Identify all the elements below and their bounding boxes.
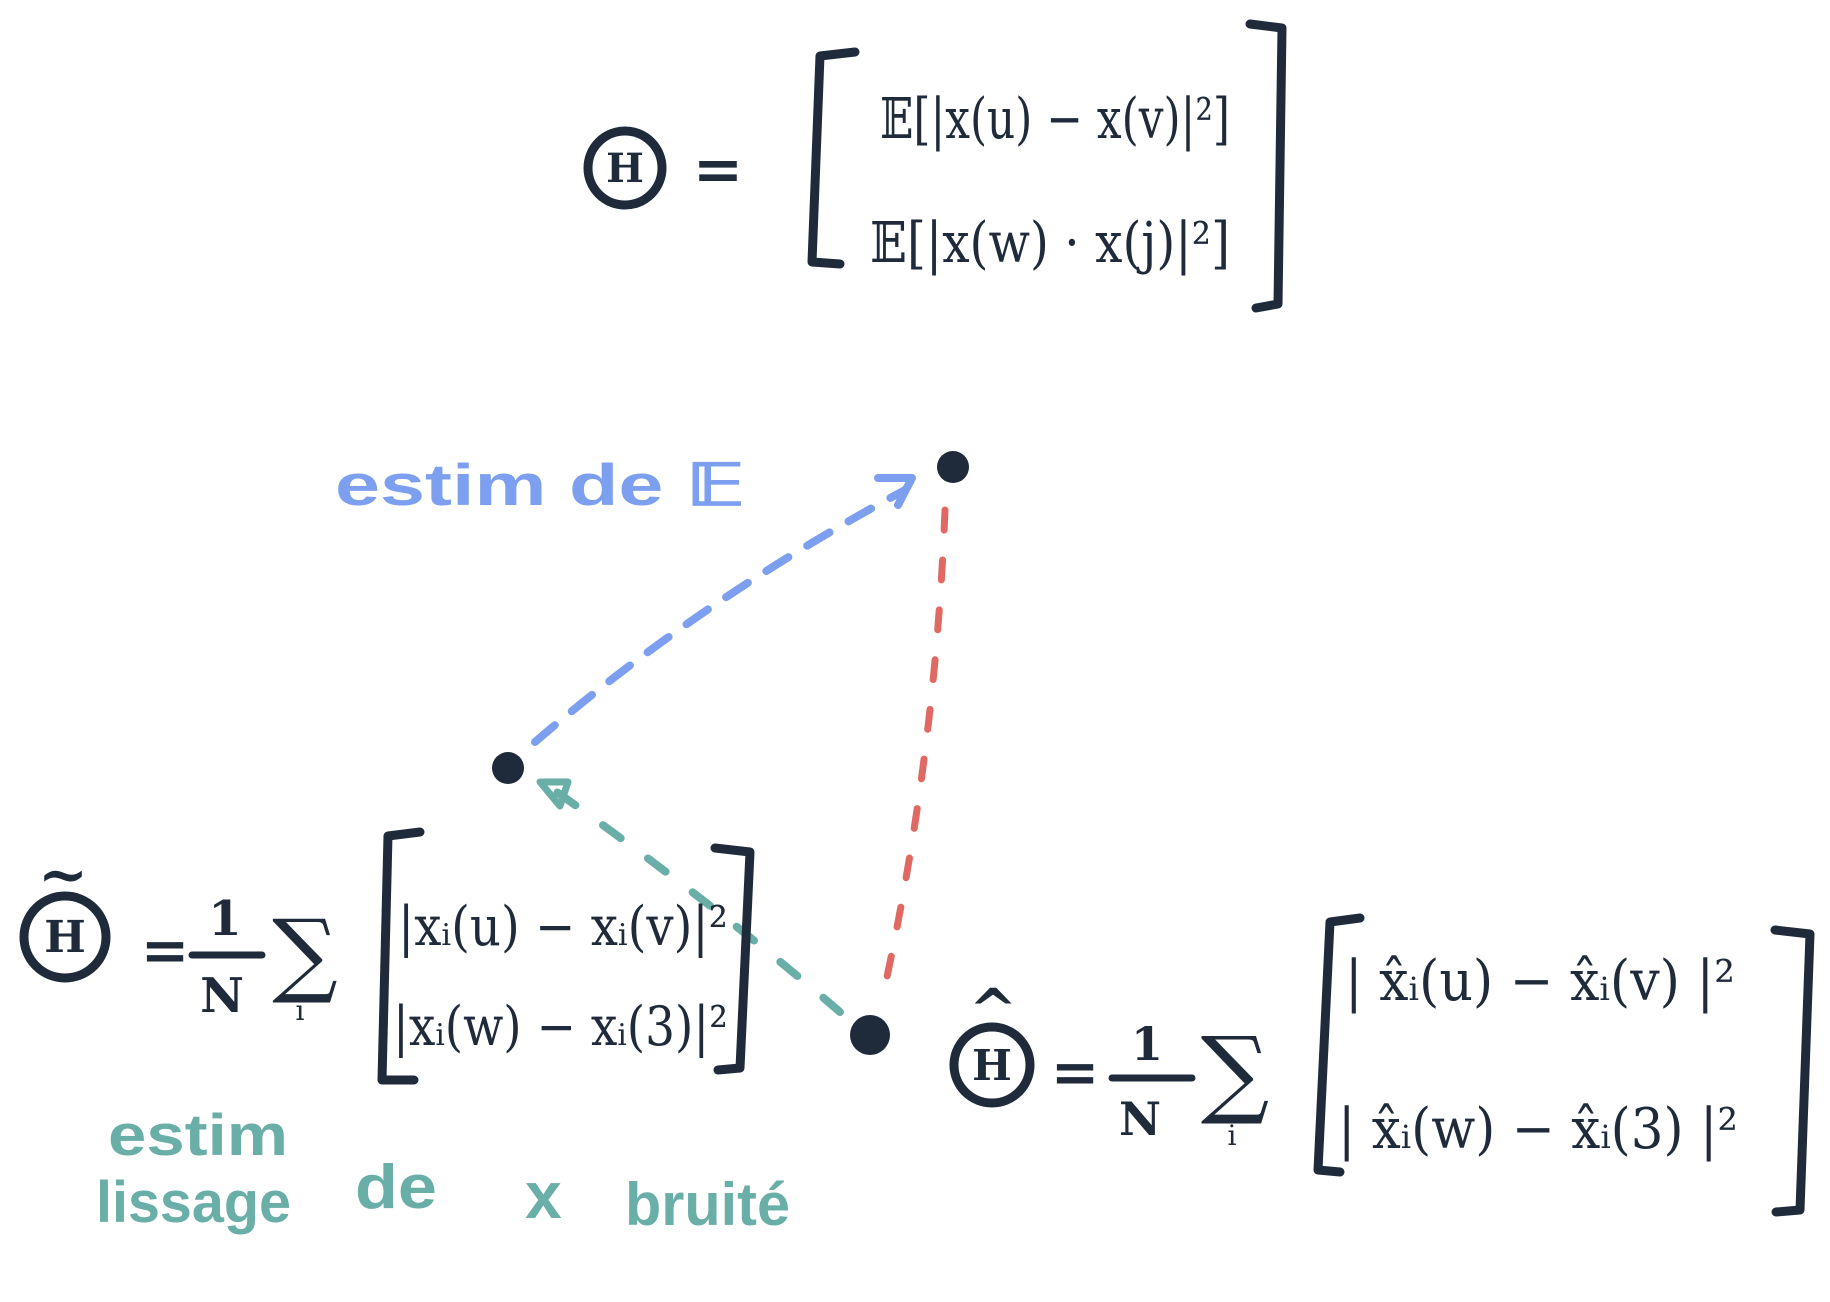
top-left-bracket (807, 47, 860, 269)
hat-row-2: | x̂ᵢ(w) − x̂ᵢ(3) |² (1338, 1097, 1738, 1162)
hat-sigma: ∑ (1201, 1016, 1270, 1128)
hat-theta-circle (949, 1022, 1035, 1108)
theta-symbol: H (606, 145, 644, 192)
tilde-sigma-sub: i (296, 994, 305, 1027)
point-tilde-estimate (492, 752, 524, 784)
hat-frac-num: 1 (1131, 1017, 1163, 1071)
red-dashed-line (878, 506, 949, 1004)
top-right-bracket (1245, 19, 1287, 313)
top-row-2: 𝔼[|x(w) · x(j)|²] (870, 211, 1230, 276)
hat-row-1: | x̂ᵢ(u) − x̂ᵢ(v) |² (1345, 949, 1735, 1014)
top-equals: = (693, 135, 743, 205)
theta-circle (583, 126, 667, 210)
tilde-left-bracket (377, 827, 425, 1085)
teal-lissage: lissage (96, 1170, 291, 1235)
tilde-right-bracket (710, 843, 755, 1075)
hat-theta-symbol: H (972, 1041, 1012, 1090)
tilde-theta-symbol: H (44, 912, 86, 963)
teal-x: x (525, 1158, 562, 1232)
tilde-equation: ~ H = 1 N ∑ i |xᵢ(u) − xᵢ(v)|² |xᵢ(w) − … (19, 827, 755, 1085)
teal-annotation: estim lissage de x bruité (96, 1103, 790, 1238)
top-row-1: 𝔼[|x(u) − x(v)|²] (880, 87, 1230, 152)
hat-left-bracket (1313, 913, 1365, 1177)
point-hat-estimate (850, 1015, 890, 1055)
hat-equals: = (1051, 1038, 1100, 1106)
hat-right-bracket (1770, 925, 1815, 1217)
hat-equation: ^ H = 1 N ∑ i | x̂ᵢ(u) − x̂ᵢ(v) |² | x̂ᵢ… (949, 913, 1815, 1217)
blue-annotation: estim de 𝔼 (335, 453, 745, 518)
teal-bruite: bruité (625, 1171, 790, 1238)
blue-arrow (531, 474, 916, 746)
hat-sigma-sub: i (1228, 1119, 1237, 1152)
point-expectation (937, 451, 969, 483)
teal-arrow (536, 776, 844, 1016)
tilde-row-1: |xᵢ(u) − xᵢ(v)|² (398, 895, 728, 958)
tilde-equals: = (141, 916, 190, 984)
tilde-theta-circle (19, 891, 111, 983)
tilde-sigma: ∑ (272, 900, 338, 1007)
hat-frac-den: N (1119, 1092, 1161, 1146)
teal-de: de (355, 1153, 437, 1222)
top-equation: H = 𝔼[|x(u) − x(v)|²] 𝔼[|x(w) · x(j)|²] (583, 19, 1287, 313)
teal-estim: estim (108, 1103, 288, 1168)
tilde-row-2: |xᵢ(w) − xᵢ(3)|² (393, 995, 728, 1058)
tilde-frac-den: N (200, 968, 244, 1024)
tilde-frac-num: 1 (208, 891, 241, 947)
